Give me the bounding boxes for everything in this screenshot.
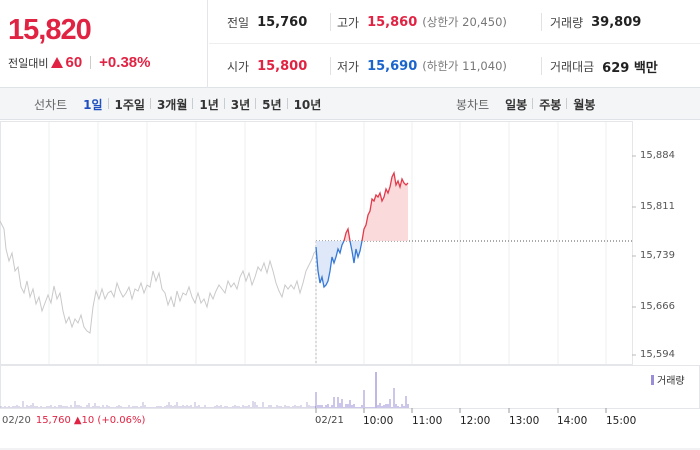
x-tick-label: 02/21 (315, 415, 344, 426)
change-amount: 60 (65, 54, 83, 71)
stat-prev-close: 전일 15,760 (227, 0, 307, 44)
y-tick-label: 15,594 (640, 349, 675, 360)
tab-3y[interactable]: 3년 (223, 96, 256, 113)
change-row: 전일대비 60 +0.38% (8, 54, 150, 71)
today-price-line-up (343, 226, 351, 242)
line-chart-label: 선차트 (34, 97, 68, 112)
stock-summary: 15,820 전일대비 60 +0.38% 전일 15,760 고가 15,86… (0, 0, 700, 88)
y-tick-label: 15,811 (640, 201, 675, 212)
candle-chart-tabs: 봉차트 일봉 주봉 월봉 (456, 88, 601, 120)
stat-high: 고가 15,860 (상한가 20,450) (337, 0, 507, 44)
divider (330, 13, 331, 31)
x-tick-label: 15:00 (606, 415, 637, 427)
stat-value: 15,800 (257, 58, 308, 74)
prev-day-label: 02/20 15,760 ▲10 (+0.06%) (2, 415, 145, 426)
prev-day-price-line (0, 220, 317, 334)
stat-label: 시가 (227, 59, 250, 74)
price-plot-frame (0, 121, 633, 365)
upper-limit: (상한가 20,450) (422, 15, 507, 29)
volume-legend: 거래량 (651, 372, 685, 387)
divider (541, 57, 542, 75)
stat-label: 거래량 (550, 15, 584, 30)
period-tab-bar: 선차트 1일 1주일 3개월 1년 3년 5년 10년 봉차트 일봉 주봉 월봉 (0, 88, 700, 120)
x-tick-label: 13:00 (509, 415, 540, 427)
tab-1w[interactable]: 1주일 (107, 96, 151, 113)
tab-3m[interactable]: 3개월 (149, 96, 193, 113)
stat-open: 시가 15,800 (227, 44, 307, 88)
line-chart-tabs: 선차트 1일 1주일 3개월 1년 3년 5년 10년 (34, 88, 327, 120)
y-tick-label: 15,884 (640, 150, 675, 161)
stat-value: 15,760 (257, 14, 308, 30)
volume-legend-label: 거래량 (657, 376, 685, 387)
prev-day-price: 15,760 (35, 415, 71, 426)
tab-1d[interactable]: 1일 (83, 97, 103, 112)
divider (541, 13, 542, 31)
change-percent: +0.38% (99, 54, 151, 71)
stat-label: 전일 (227, 15, 250, 30)
tab-1y[interactable]: 1년 (192, 96, 224, 113)
candle-chart-label: 봉차트 (456, 97, 490, 112)
tab-monthly-candle[interactable]: 월봉 (566, 96, 601, 113)
stats-row-1: 전일 15,760 고가 15,860 (상한가 20,450) 거래량 39,… (209, 0, 700, 44)
x-tick-label: 12:00 (460, 415, 491, 427)
stat-low: 저가 15,690 (하한가 11,040) (337, 44, 507, 88)
tab-daily-candle[interactable]: 일봉 (505, 97, 528, 112)
tab-10y[interactable]: 10년 (286, 96, 328, 113)
price-block: 15,820 전일대비 60 +0.38% (0, 0, 208, 88)
x-tick-label: 11:00 (412, 415, 443, 427)
stats-panel: 전일 15,760 고가 15,860 (상한가 20,450) 거래량 39,… (209, 0, 700, 88)
below-prev-fill (316, 241, 362, 287)
today-price-line-up-2 (361, 170, 409, 242)
x-tick-label: 10:00 (363, 415, 394, 427)
up-triangle-icon (51, 57, 64, 68)
prev-day-change: ▲10 (+0.06%) (73, 415, 146, 426)
divider (90, 56, 92, 69)
above-prev-fill (344, 173, 408, 241)
tab-weekly-candle[interactable]: 주봉 (532, 96, 567, 113)
volume-bars (0, 372, 409, 408)
today-price-line-down (315, 240, 345, 289)
x-tick-marks (315, 408, 607, 413)
divider (330, 57, 331, 75)
stat-value: 15,690 (367, 58, 418, 74)
vertical-grid (48, 122, 607, 364)
today-price-line-down-2 (349, 240, 363, 264)
y-tick-label: 15,739 (640, 250, 675, 261)
prev-day-change-value: 10 (+0.06%) (81, 415, 146, 426)
stat-value: 39,809 (591, 14, 642, 30)
stat-label: 고가 (337, 15, 360, 30)
stat-trade-value: 거래대금 629 백만 (550, 44, 658, 88)
x-tick-label: 14:00 (557, 415, 588, 427)
stat-volume: 거래량 39,809 (550, 0, 641, 44)
current-price: 15,820 (8, 14, 92, 46)
change-label: 전일대비 (8, 56, 49, 70)
stat-value: 629 백만 (602, 60, 658, 76)
stat-label: 거래대금 (550, 59, 595, 74)
y-tick-marks (632, 155, 636, 356)
chart-canvas (0, 121, 700, 450)
prev-day-date: 02/20 (2, 415, 31, 426)
tab-5y[interactable]: 5년 (255, 96, 287, 113)
y-tick-label: 15,666 (640, 301, 675, 312)
stat-value: 15,860 (367, 14, 418, 30)
intraday-chart[interactable]: 15,884 15,811 15,739 15,666 15,594 거래량 0… (0, 121, 700, 450)
stats-row-2: 시가 15,800 저가 15,690 (하한가 11,040) 거래대금 62… (209, 44, 700, 88)
volume-legend-swatch (651, 374, 654, 385)
stat-label: 저가 (337, 59, 360, 74)
lower-limit: (하한가 11,040) (422, 59, 507, 73)
